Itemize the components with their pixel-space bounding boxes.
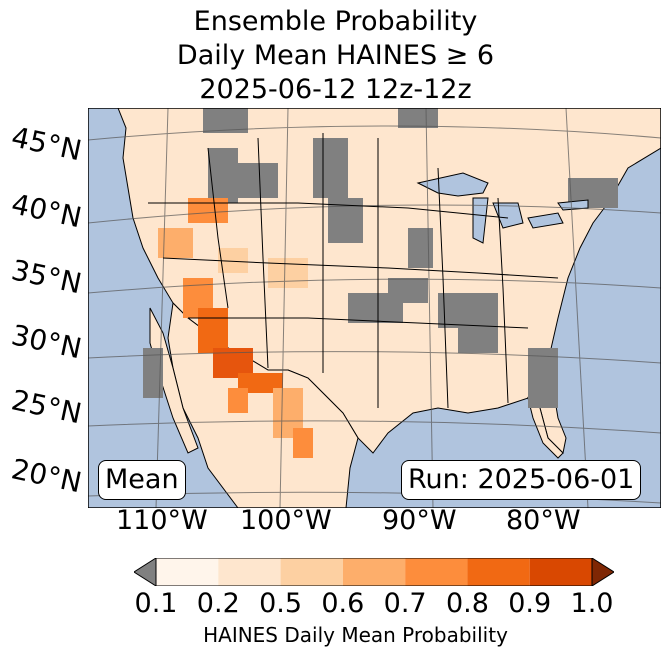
lon-label-90: 90°W: [382, 505, 457, 536]
lat-label-30: 30°N: [8, 318, 85, 366]
colorbar-tick-label: 0.6: [321, 588, 365, 619]
florida: [527, 396, 564, 459]
colorbar-tick-label: 0.7: [383, 588, 427, 619]
title-line-1: Ensemble Probability: [193, 6, 478, 37]
stat-box: Mean: [98, 460, 186, 500]
title-line-2: Daily Mean HAINES ≥ 6: [176, 40, 495, 71]
high-probability-patches: [158, 198, 313, 458]
colorbar-frame: [155, 558, 593, 586]
great-lakes: [416, 172, 589, 244]
colorbar-segment: [529, 558, 592, 586]
colorbar-tick-label: 0.9: [508, 588, 552, 619]
probability-map: [88, 108, 661, 508]
title-line-3: 2025-06-12 12z-12z: [199, 74, 472, 105]
state-borders: [148, 133, 559, 409]
lon-label-80: 80°W: [506, 505, 581, 536]
colorbar-segment: [280, 558, 343, 586]
run-box: Run: 2025-06-01: [401, 460, 642, 500]
colorbar-segment: [467, 558, 530, 586]
colorbar-segment: [156, 558, 219, 586]
colorbar-tick-label: 0.8: [445, 588, 489, 619]
colorbar-tick-label: 0.1: [134, 588, 178, 619]
lon-label-110: 110°W: [116, 505, 208, 536]
lat-label-20: 20°N: [8, 452, 85, 500]
colorbar: [134, 558, 614, 586]
colorbar-tick-label: 0.5: [259, 588, 303, 619]
lat-label-40: 40°N: [8, 187, 85, 235]
lat-label-45: 45°N: [8, 120, 85, 168]
colorbar-under-arrow: [134, 558, 157, 586]
colorbar-label: HAINES Daily Mean Probability: [203, 623, 508, 647]
lat-label-35: 35°N: [8, 253, 85, 301]
graticule: [88, 108, 661, 508]
lon-label-100: 100°W: [240, 505, 332, 536]
colorbar-segment: [405, 558, 468, 586]
colorbar-over-arrow: [591, 558, 614, 586]
colorbar-tick-label: 1.0: [570, 588, 614, 619]
lat-label-25: 25°N: [8, 383, 85, 431]
colorbar-segment: [342, 558, 406, 586]
colorbar-tick-label: 0.2: [196, 588, 240, 619]
colorbar-segment: [218, 558, 281, 586]
